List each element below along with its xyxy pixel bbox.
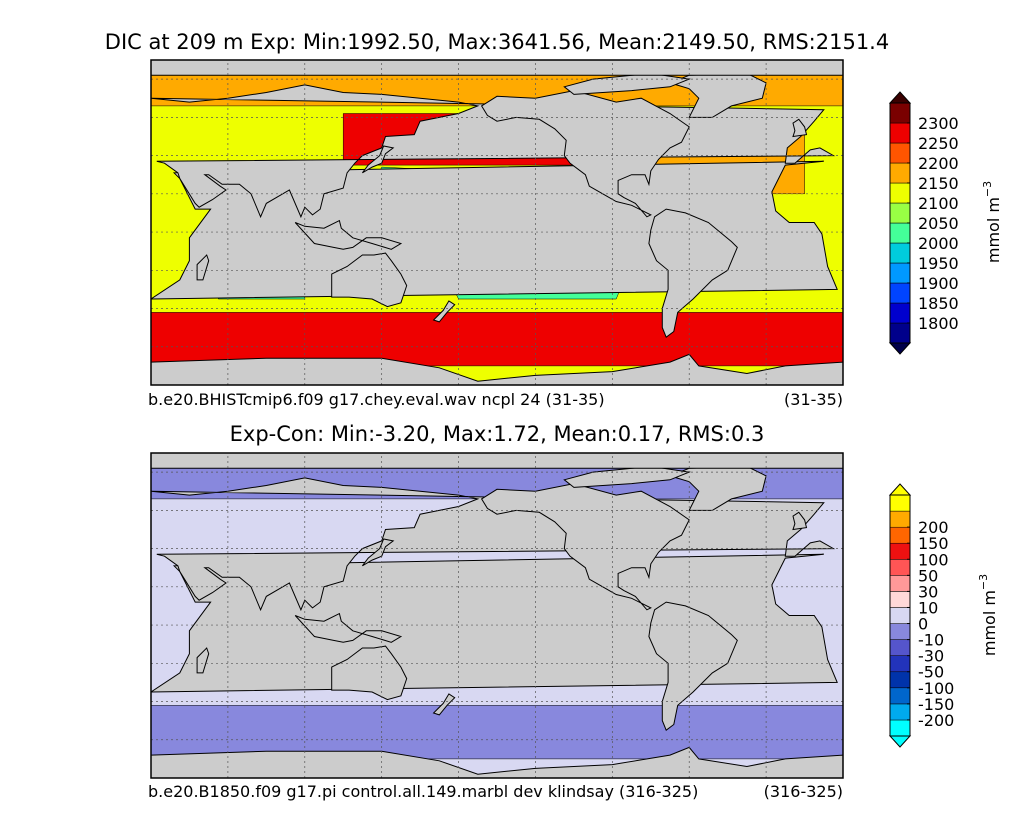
colorbar-tick-label: 10 bbox=[918, 599, 938, 618]
panel-top-title: DIC at 209 m Exp: Min:1992.50, Max:3641.… bbox=[105, 30, 889, 54]
colorbar-tick-label: 100 bbox=[918, 550, 949, 569]
colorbar-swatch bbox=[889, 282, 911, 304]
colorbar-top: 1800185019001950200020502100215022002250… bbox=[888, 91, 959, 355]
colorbar-tick-label: 2150 bbox=[918, 174, 959, 193]
colorbar-swatch bbox=[889, 639, 911, 656]
land-indonesia bbox=[294, 219, 403, 250]
colorbar-swatch bbox=[889, 202, 911, 224]
colorbar-tick-label: 200 bbox=[918, 518, 949, 537]
colorbar-swatch bbox=[889, 302, 911, 324]
colorbar-extend-min bbox=[888, 735, 912, 748]
colorbar-swatch bbox=[889, 322, 911, 344]
colorbar-swatch bbox=[889, 542, 911, 560]
colorbar-swatch bbox=[889, 162, 911, 184]
colorbar-swatch bbox=[889, 591, 911, 608]
colorbar-tick-label: -10 bbox=[918, 631, 944, 650]
land-japan bbox=[362, 538, 395, 567]
panel-top-caption: b.e20.BHISTcmip6.f09 g17.chey.eval.wav n… bbox=[148, 390, 605, 409]
land-greenland-fill bbox=[151, 60, 843, 76]
colorbar-tick-label: -30 bbox=[918, 647, 944, 666]
panel-bottom-caption-right: (316-325) bbox=[764, 782, 843, 801]
colorbar-tick-label: 2250 bbox=[918, 134, 959, 153]
land-new-zealand bbox=[432, 693, 456, 716]
colorbar-swatch bbox=[889, 122, 911, 144]
land-japan bbox=[362, 145, 395, 174]
colorbar-tick-label: 2300 bbox=[918, 114, 959, 133]
colorbar-swatch bbox=[889, 623, 911, 640]
land-north-america bbox=[480, 483, 690, 611]
land-australia bbox=[331, 645, 408, 701]
colorbar-tick-label: 1900 bbox=[918, 274, 959, 293]
land-new-zealand bbox=[432, 300, 456, 323]
land-australia bbox=[331, 252, 408, 308]
land-indonesia bbox=[294, 612, 403, 643]
colorbar-tick-label: -150 bbox=[918, 695, 954, 714]
panel-top-map bbox=[151, 60, 843, 385]
land-south-america bbox=[648, 208, 738, 338]
colorbar-top-unit: mmol m−3 bbox=[981, 181, 1003, 263]
colorbar-tick-label: -200 bbox=[918, 711, 954, 730]
colorbar-swatch bbox=[889, 607, 911, 624]
panel-top: DIC at 209 m Exp: Min:1992.50, Max:3641.… bbox=[105, 30, 1003, 409]
colorbar-bottom-unit: mmol m−3 bbox=[977, 574, 999, 656]
colorbar-tick-label: 1800 bbox=[918, 314, 959, 333]
colorbar-tick-label: 50 bbox=[918, 566, 938, 585]
colorbar-swatch bbox=[889, 687, 911, 705]
colorbar-swatch bbox=[889, 575, 911, 592]
colorbar-extend-max bbox=[888, 483, 912, 496]
land-north-america bbox=[480, 90, 690, 218]
colorbar-tick-label: -50 bbox=[918, 663, 944, 682]
land-uk bbox=[792, 511, 808, 531]
land-arctic-islands bbox=[563, 72, 692, 95]
land-uk bbox=[792, 118, 808, 138]
colorbar-swatch bbox=[889, 102, 911, 124]
colorbar-tick-label: 30 bbox=[918, 582, 938, 601]
colorbar-swatch bbox=[889, 655, 911, 673]
colorbar-swatch bbox=[889, 494, 911, 512]
colorbar-tick-label: 150 bbox=[918, 534, 949, 553]
colorbar-swatch bbox=[889, 142, 911, 164]
colorbar-extend-max bbox=[888, 91, 912, 104]
colorbar-swatch bbox=[889, 182, 911, 204]
colorbar-tick-label: -100 bbox=[918, 679, 954, 698]
colorbar-swatch bbox=[889, 703, 911, 721]
colorbar-swatch bbox=[889, 222, 911, 244]
land-arctic-islands bbox=[563, 465, 692, 488]
colorbar-swatch bbox=[889, 242, 911, 264]
panel-bottom-caption: b.e20.B1850.f09 g17.pi control.all.149.m… bbox=[148, 782, 698, 801]
colorbar-swatch bbox=[889, 671, 911, 689]
colorbar-tick-label: 0 bbox=[918, 615, 928, 634]
colorbar-tick-label: 2200 bbox=[918, 154, 959, 173]
panel-bottom-map bbox=[151, 453, 843, 778]
land-antarctica bbox=[151, 746, 843, 778]
land-madagascar bbox=[196, 254, 210, 281]
land-greenland-fill bbox=[151, 453, 843, 469]
colorbar-swatch bbox=[889, 559, 911, 576]
colorbar-swatch bbox=[889, 719, 911, 737]
colorbar-swatch bbox=[889, 526, 911, 544]
panel-bottom-title: Exp-Con: Min:-3.20, Max:1.72, Mean:0.17,… bbox=[230, 422, 765, 446]
land-antarctica bbox=[151, 353, 843, 385]
land-madagascar bbox=[196, 647, 210, 674]
colorbar-tick-label: 1850 bbox=[918, 294, 959, 313]
colorbar-tick-label: 2050 bbox=[918, 214, 959, 233]
region-southern-ocean bbox=[151, 312, 843, 367]
colorbar-tick-label: 2000 bbox=[918, 234, 959, 253]
colorbar-swatch bbox=[889, 510, 911, 528]
land-south-america bbox=[648, 601, 738, 731]
panel-bottom-frame bbox=[150, 452, 844, 779]
colorbar-tick-label: 2100 bbox=[918, 194, 959, 213]
region-southern-ocean bbox=[151, 705, 843, 760]
panel-bottom: Exp-Con: Min:-3.20, Max:1.72, Mean:0.17,… bbox=[148, 422, 999, 801]
colorbar-tick-label: 1950 bbox=[918, 254, 959, 273]
panel-top-caption-right: (31-35) bbox=[784, 390, 843, 409]
colorbar-extend-min bbox=[888, 342, 912, 355]
panel-top-frame bbox=[150, 59, 844, 386]
colorbar-swatch bbox=[889, 262, 911, 284]
